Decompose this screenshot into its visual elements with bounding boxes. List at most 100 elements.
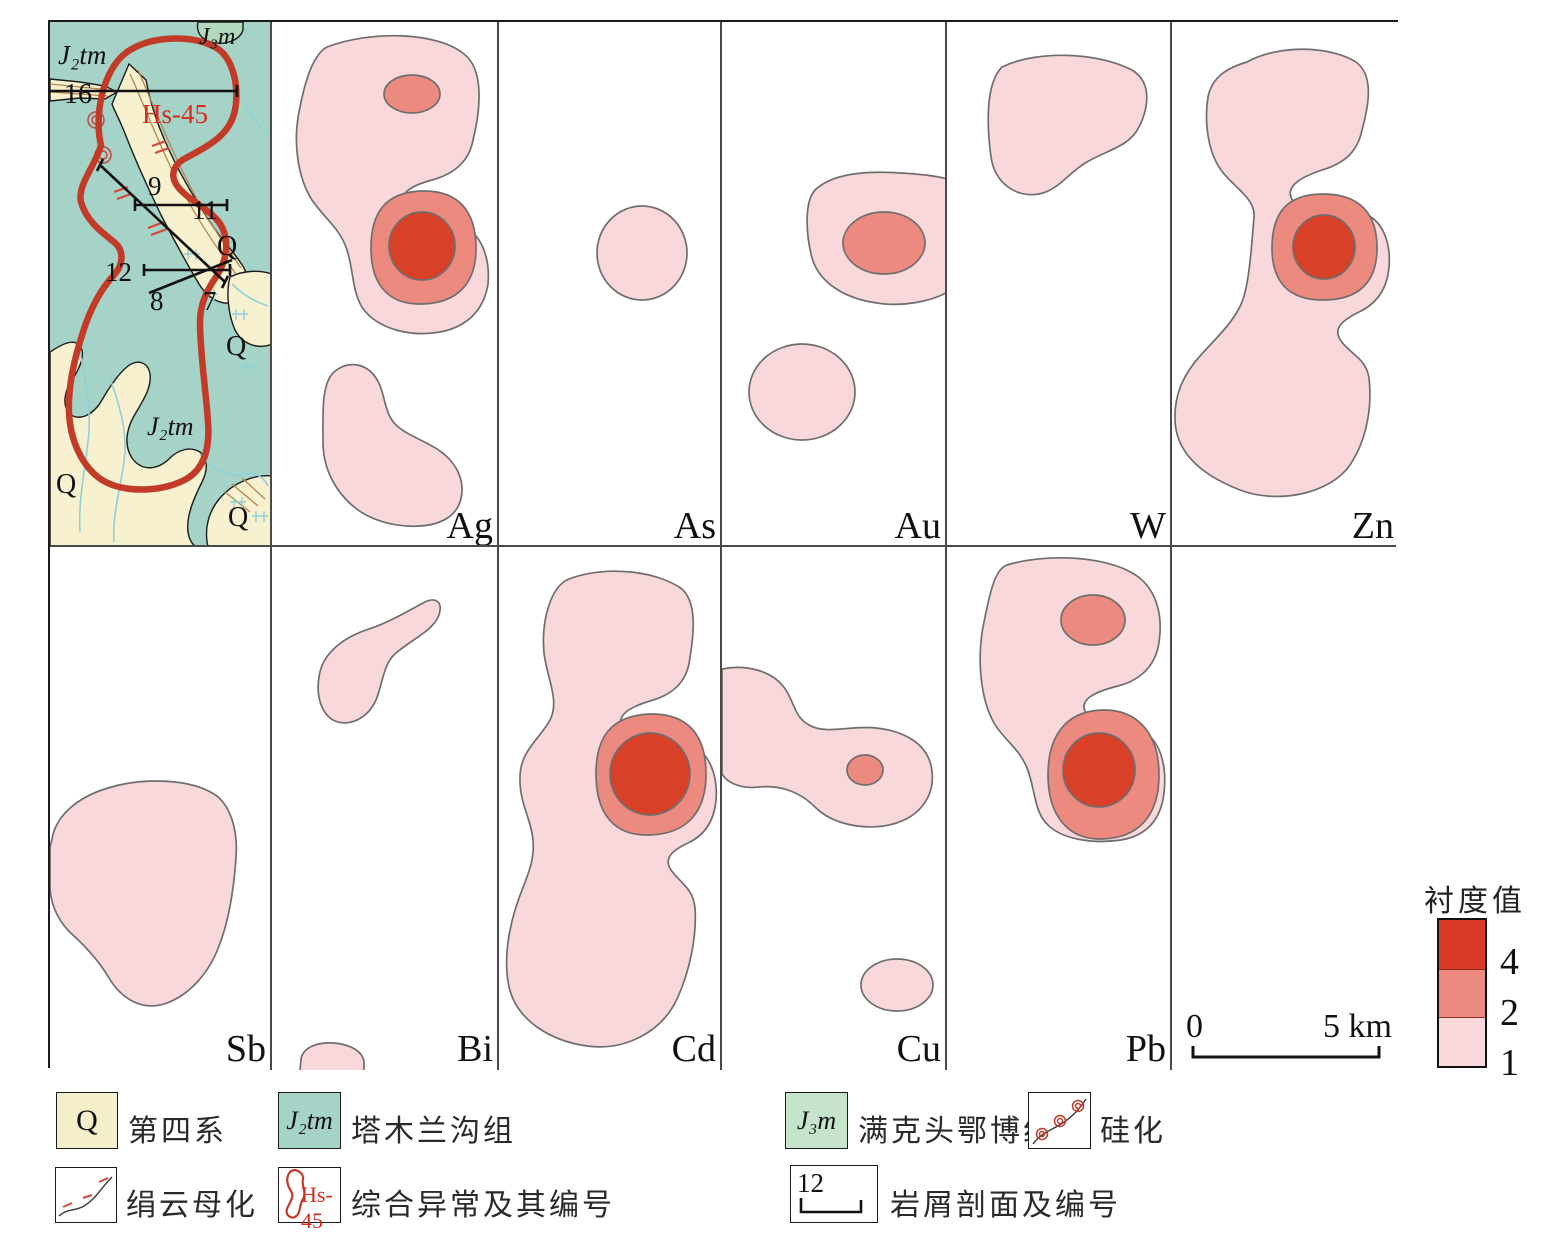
map-label-j3m: J₃m [199,24,235,50]
panel-label: Sb [225,1028,266,1070]
scale-bar: 0 5 km [1186,1008,1392,1064]
legend-swatch-quaternary-text: Q [76,1103,98,1137]
anomaly-zone-1 [748,343,856,441]
Bi-contours [299,599,441,1070]
anomaly-zone-1 [322,363,463,527]
Pb-contours [979,556,1166,843]
anomaly-zone-2 [383,74,441,114]
map-label-j2tm-top: J₂tm [58,40,106,70]
silicification-icon [1032,1098,1087,1145]
panel-geologic-map: J₂tm J₃m 16 Hs-45 9 11 Q 12 8 7 J₂tm Q Q… [50,22,272,547]
panel-Bi: Bi [272,547,499,1070]
Cd-contours [505,570,718,1048]
scale-bar-end: 5 km [1323,1008,1392,1045]
legend-symbol-sericitization [55,1167,117,1223]
legend-swatch-quaternary: Q [56,1092,118,1149]
legend-symbol-profile: 12 [790,1165,878,1223]
anomaly-zone-1 [596,205,688,301]
map-label-profile-9: 9 [148,171,162,201]
stream-line [199,453,269,487]
panel-Au: Au [722,22,947,547]
legend-label-silicification: 硅化 [1100,1115,1166,1148]
anomaly-zone-1 [299,1042,365,1070]
anomaly-icon-id-text: Hs-45 [301,1182,333,1233]
sericitization-icon [58,1176,113,1217]
stream-line [78,351,91,533]
panel-label: Pb [1125,1028,1166,1070]
anomaly-zone-4 [388,211,456,281]
legend-label-j3m: 满克头鄂博组 [858,1115,1056,1148]
panel-Ag: Ag [272,22,499,547]
geologic-map-drawing: J₂tm J₃m 16 Hs-45 9 11 Q 12 8 7 J₂tm Q Q… [50,22,272,547]
legend-symbol-silicification [1028,1092,1091,1149]
anomaly-zone-4 [1062,732,1136,808]
Au-contours [748,171,947,441]
panel-Zn: Zn [1172,22,1400,547]
contrast-color-bar [1437,918,1487,1068]
map-label-q-bottom-right: Q [228,502,248,533]
anomaly-zone-1 [860,958,934,1012]
map-label-profile-11: 11 [192,195,218,225]
stream-line [109,377,126,543]
map-q-bottom-right [205,475,272,547]
panel-As: As [499,22,722,547]
anomaly-zone-1 [50,780,238,1007]
anomaly-zone-2 [846,754,884,786]
Ag-contours [295,34,490,527]
panel-label: Bi [457,1028,493,1070]
legend-label-sericitization: 绢云母化 [126,1189,258,1222]
profile-icon-number: 12 [797,1168,824,1198]
legend-label-j2tm: 塔木兰沟组 [351,1115,516,1148]
contrast-swatch-4 [1439,920,1485,969]
profile-section-lines [50,85,239,295]
legend-label-quaternary: 第四系 [128,1115,227,1148]
panel-label: W [1130,505,1166,547]
contrast-swatch-1 [1439,1017,1485,1066]
map-label-q-bottom-left: Q [56,469,76,500]
map-label-j2tm-center: J₂tm [147,412,194,441]
W-contours [987,54,1148,196]
map-label-profile-8: 8 [150,286,164,316]
legend-label-anomaly: 综合异常及其编号 [351,1189,615,1222]
profile-icon-bracket [799,1198,863,1214]
contrast-legend-title: 衬度值 [1424,885,1526,918]
road-line [50,83,111,91]
panel-Cu: Cu [722,547,947,1070]
panel-label: Zn [1351,505,1394,547]
map-label-profile-12: 12 [105,257,132,287]
anomaly-zone-2 [1060,594,1126,646]
map-label-anomaly-id: Hs-45 [142,99,208,129]
map-label-q-right: Q [226,331,246,362]
legend-swatch-j3m: J₃m [785,1092,848,1149]
map-label-q-band: Q [217,231,237,262]
anomaly-zone-4 [609,732,691,816]
anomaly-zone-2 [842,211,926,275]
anomaly-zone-1 [317,599,441,724]
contrast-tick-2: 2 [1500,992,1519,1034]
legend-symbol-anomaly: Hs-45 [278,1167,341,1233]
anomaly-zone-1 [722,666,934,828]
comprehensive-anomaly-outline [65,35,240,493]
panel-scalebar: 0 5 km [1172,547,1400,1070]
panel-Cd: Cd [499,547,722,1070]
panel-label: Ag [446,505,493,547]
Zn-contours [1174,48,1391,498]
legend-swatch-j2tm-text: J₂tm [286,1105,333,1135]
grid-divider [50,545,1396,547]
panel-Sb: Sb [50,547,272,1070]
scale-bar-start: 0 [1186,1008,1203,1045]
legend-swatch-j2tm: J₂tm [278,1092,341,1149]
legend-label-profile: 岩屑剖面及编号 [890,1189,1121,1222]
scale-bar-line [1191,1046,1381,1059]
panel-label: Cu [896,1028,941,1070]
anomaly-outline-icon [285,1169,306,1219]
map-label-profile-16: 16 [64,79,92,110]
panel-label: As [673,505,716,547]
Cu-contours [722,666,934,1012]
legend-swatch-j3m-text: J₃m [796,1105,837,1135]
road-line [50,91,109,97]
map-label-profile-7: 7 [203,286,217,316]
stream-line [244,101,270,135]
Sb-contours [50,780,238,1007]
